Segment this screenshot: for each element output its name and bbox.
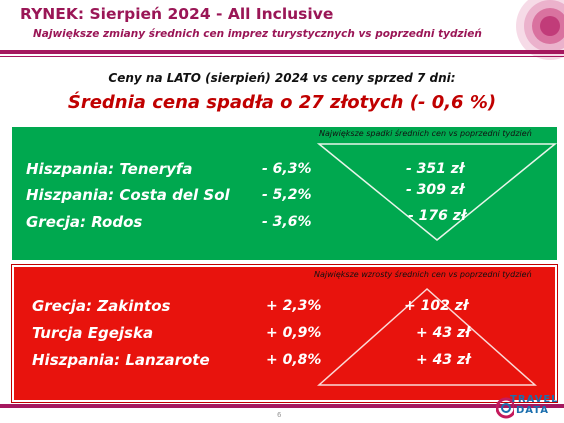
increase-row-pct: + 0,9% (266, 325, 322, 341)
travel-data-logo: TRAVEL DATA (496, 393, 562, 423)
decrease-row-value: - 309 zł (406, 182, 465, 198)
decrease-row-label: Grecja: Rodos (26, 213, 143, 231)
up-triangle-icon (317, 287, 537, 386)
footer-divider (0, 404, 564, 408)
logo-text-data: DATA (516, 405, 550, 416)
header-divider-thin (0, 56, 564, 57)
logo-text-travel: TRAVEL (510, 394, 559, 405)
increase-row-value: + 43 zł (416, 325, 471, 341)
increase-row-value: + 43 zł (416, 352, 471, 368)
increases-panel: Największe wzrosty średnich cen vs poprz… (11, 264, 558, 403)
page-number: 6 (277, 411, 282, 419)
increase-row-pct: + 0,8% (266, 352, 322, 368)
down-triangle-icon (317, 143, 557, 241)
page-title: RYNEK: Sierpień 2024 - All Inclusive (20, 5, 334, 23)
decrease-row-pct: - 3,6% (262, 214, 312, 230)
decrease-row-value: - 351 zł (406, 161, 465, 177)
increase-row-pct: + 2,3% (266, 298, 322, 314)
logo-circle-icon (496, 397, 514, 419)
decrease-row-pct: - 6,3% (262, 161, 312, 177)
increase-row-value: + 102 zł (404, 298, 469, 314)
decreases-panel-note: Największe spadki średnich cen vs poprze… (319, 129, 532, 138)
decrease-row-label: Hiszpania: Costa del Sol (26, 186, 230, 204)
increases-panel-note: Największe wzrosty średnich cen vs poprz… (314, 270, 532, 279)
decrease-row-value: - 176 zł (408, 208, 467, 224)
increase-row-label: Grecja: Zakintos (32, 297, 171, 315)
increase-row-label: Turcja Egejska (32, 324, 154, 342)
comparison-caption: Ceny na LATO (sierpień) 2024 vs ceny spr… (108, 71, 456, 85)
decorative-circles-icon (516, 0, 564, 60)
decreases-panel: Największe spadki średnich cen vs poprze… (12, 127, 557, 260)
average-change-headline: Średnia cena spadła o 27 złotych (- 0,6 … (67, 92, 497, 113)
increase-row-label: Hiszpania: Lanzarote (32, 351, 210, 369)
page-subtitle: Największe zmiany średnich cen imprez tu… (33, 28, 482, 40)
decrease-row-pct: - 5,2% (262, 187, 312, 203)
decrease-row-label: Hiszpania: Teneryfa (26, 160, 193, 178)
header-divider (0, 50, 564, 54)
